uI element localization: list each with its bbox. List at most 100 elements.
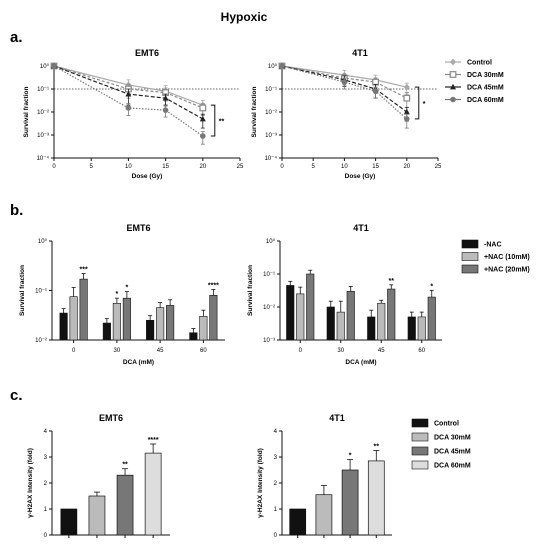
a_emt6-x-tick-label: 15 [162, 164, 169, 170]
a_emt6-y-tick-label: 10⁰ [40, 63, 50, 70]
a_4t1-y-tick-label: 10⁻³ [265, 133, 277, 139]
a_4t1-data-point [279, 63, 285, 69]
b_emt6-x-label: DCA (mM) [123, 359, 154, 366]
legend-a-label: DCA 30mM [467, 72, 504, 79]
a_4t1-significance-label: * [423, 101, 426, 108]
a_4t1-data-point [403, 94, 411, 102]
panel-label-c: c. [10, 387, 23, 404]
b_4t1-x-tick-label: 45 [378, 348, 385, 354]
b_emt6-bar [209, 294, 218, 341]
b_4t1-bar [417, 316, 426, 341]
b_emt6-x-tick-label: 45 [157, 348, 164, 354]
legend-a-swatch-marker [450, 83, 456, 90]
a_4t1-data-point [403, 108, 410, 115]
a_4t1-y-tick-label: 10⁻⁴ [265, 155, 278, 162]
c_emt6-bar [60, 508, 78, 536]
legend-a-swatch-marker [449, 71, 457, 78]
b_4t1-x-tick-label: 30 [337, 348, 344, 354]
c_4t1-bar [341, 469, 359, 536]
b_4t1-bar [387, 288, 396, 341]
a_emt6-significance-bracket [210, 104, 216, 137]
legend-c-swatch [411, 432, 429, 442]
a_4t1-x-tick-label: 20 [403, 164, 410, 170]
a_4t1-x-tick-label: 10 [341, 164, 348, 170]
b_emt6-bar [166, 305, 175, 341]
c_4t1-significance-label: ** [374, 444, 380, 451]
legend-a-label: DCA 45mM [467, 85, 504, 92]
b_emt6-significance-label: * [116, 291, 119, 298]
legend-a-label: Control [467, 60, 492, 67]
a_4t1-x-tick-label: 0 [280, 164, 284, 170]
a_emt6-data-point [125, 105, 132, 111]
c_emt6-significance-label: ** [122, 462, 128, 469]
b_emt6-significance-label: *** [80, 267, 88, 274]
a_emt6-series-line-2 [53, 65, 204, 120]
a_4t1-data-point [403, 83, 410, 91]
b_4t1-x-tick-label: 60 [418, 348, 425, 354]
a_4t1-data-point [404, 116, 410, 122]
b_4t1-bar [336, 311, 345, 341]
a_4t1-x-tick-label: 25 [435, 164, 442, 170]
c_4t1-bar [367, 460, 385, 536]
c_emt6-bar [88, 495, 106, 536]
a_emt6-data-point [51, 63, 57, 69]
a_emt6-y-tick-label: 10⁻³ [37, 133, 49, 139]
legend-a-swatch-marker [450, 96, 456, 103]
b_emt6-bar [122, 297, 131, 341]
b_emt6-title: EMT6 [126, 223, 150, 233]
b_4t1-bar [296, 293, 305, 341]
b_emt6-bar [69, 296, 78, 341]
a_emt6-y-tick-label: 10⁻² [37, 110, 49, 116]
a_emt6-x-label: Dose (Gy) [132, 173, 163, 180]
a_emt6-y-tick-label: 10⁻⁴ [37, 155, 50, 162]
b_4t1-bar [346, 290, 355, 341]
a_4t1-x-tick-label: 5 [312, 164, 316, 170]
a_4t1-x-label: Dose (Gy) [345, 173, 376, 180]
a_emt6-x-tick-label: 10 [125, 164, 132, 170]
a_4t1-series-line-1 [281, 65, 408, 99]
b_emt6-bar [59, 312, 68, 341]
legend-a-swatch-marker [450, 58, 456, 66]
c_4t1-significance-label: * [349, 453, 352, 460]
b_emt6-significance-label: * [126, 285, 129, 292]
a_4t1-y-label: Survival fraction [251, 87, 258, 138]
b_emt6-x-tick-label: 30 [114, 348, 121, 354]
a_4t1-y-tick-label: 10⁰ [268, 63, 278, 70]
c_emt6-bar [116, 474, 134, 536]
c_4t1-y-label: γ-H2AX Intensity (fold) [257, 448, 264, 518]
panel-label-b: b. [10, 202, 23, 219]
c_4t1-y-tick-label: 1 [274, 507, 278, 513]
legend-a-label: DCA 60mM [467, 97, 504, 104]
a_emt6-series-line-3 [53, 65, 204, 137]
legend-c-swatch [411, 460, 429, 470]
legend-b-label: -NAC [484, 242, 502, 249]
a_4t1-title: 4T1 [352, 48, 368, 58]
c_emt6-y-label: γ-H2AX Intensity (fold) [27, 448, 34, 518]
figure-title: Hypoxic [221, 10, 268, 24]
c_4t1-y-tick-label: 0 [274, 533, 278, 539]
legend-c-swatch [411, 446, 429, 456]
a_emt6-title: EMT6 [135, 48, 159, 58]
b_emt6-x-tick-label: 60 [200, 348, 207, 354]
b_4t1-title: 4T1 [353, 223, 369, 233]
b_emt6-bar [102, 322, 111, 341]
b_emt6-y-tick-label: 10⁰ [38, 238, 48, 245]
a_emt6-data-point [199, 115, 206, 122]
c_emt6-title: EMT6 [99, 413, 123, 423]
legend-b-swatch [461, 264, 479, 274]
b_4t1-bar [377, 302, 386, 341]
panel-label-a: a. [10, 29, 23, 46]
b_4t1-bar [407, 316, 416, 341]
a_emt6-series-line-0 [53, 65, 204, 106]
c_emt6-y-tick-label: 3 [44, 455, 48, 461]
b_4t1-x-tick-label: 0 [299, 348, 303, 354]
c_4t1-y-tick-label: 4 [274, 429, 278, 435]
b_emt6-bar [79, 278, 88, 341]
c_emt6-bar [144, 452, 162, 536]
a_emt6-x-tick-label: 25 [237, 164, 244, 170]
a_emt6-significance-label: ** [219, 119, 225, 126]
b_4t1-y-tick-label: 10⁻² [263, 305, 275, 311]
b_emt6-y-label: Survival fraction [19, 265, 26, 316]
legend-b-swatch [461, 252, 479, 261]
legend-c-label: DCA 30mM [434, 435, 471, 442]
